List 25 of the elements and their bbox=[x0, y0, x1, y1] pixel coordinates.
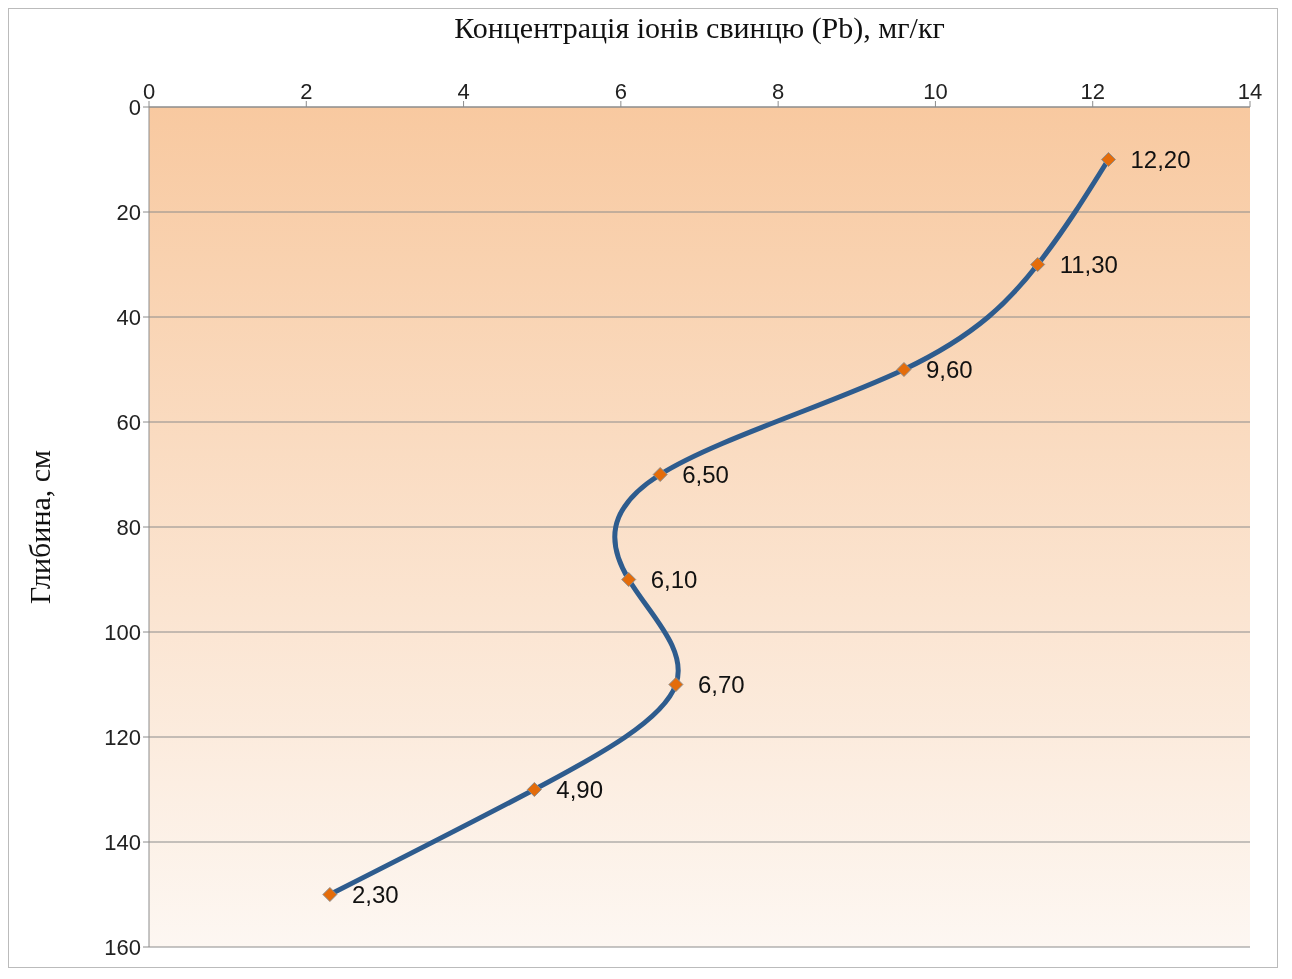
x-tick-label: 6 bbox=[614, 79, 627, 104]
x-tick-label: 10 bbox=[923, 79, 948, 104]
y-tick-label: 40 bbox=[116, 304, 141, 330]
x-tick-label: 14 bbox=[1237, 79, 1263, 104]
x-axis-title: Концентрація іонів свинцю (Pb), мг/кг bbox=[454, 11, 945, 46]
data-label: 2,30 bbox=[351, 881, 399, 909]
data-label: 6,50 bbox=[682, 461, 729, 489]
data-label: 4,90 bbox=[556, 776, 604, 804]
y-tick-label: 20 bbox=[116, 199, 141, 225]
data-label: 6,70 bbox=[697, 671, 745, 699]
data-label: 9,60 bbox=[925, 356, 973, 384]
y-tick-label: 60 bbox=[116, 409, 141, 435]
data-label: 6,10 bbox=[650, 566, 698, 594]
y-tick-label: 100 bbox=[104, 619, 141, 645]
x-tick-label: 12 bbox=[1080, 79, 1105, 104]
y-tick-label: 120 bbox=[104, 724, 141, 750]
data-label: 11,30 bbox=[1059, 251, 1118, 279]
y-tick-label: 140 bbox=[104, 829, 141, 855]
x-tick-label: 4 bbox=[457, 79, 470, 104]
x-tick-label: 8 bbox=[772, 79, 785, 104]
y-tick-label: 80 bbox=[116, 514, 141, 540]
data-label: 12,20 bbox=[1130, 146, 1191, 174]
y-tick-label: 160 bbox=[104, 934, 141, 960]
x-tick-label: 2 bbox=[300, 79, 313, 104]
y-axis-title: Глибина, см bbox=[22, 449, 56, 605]
